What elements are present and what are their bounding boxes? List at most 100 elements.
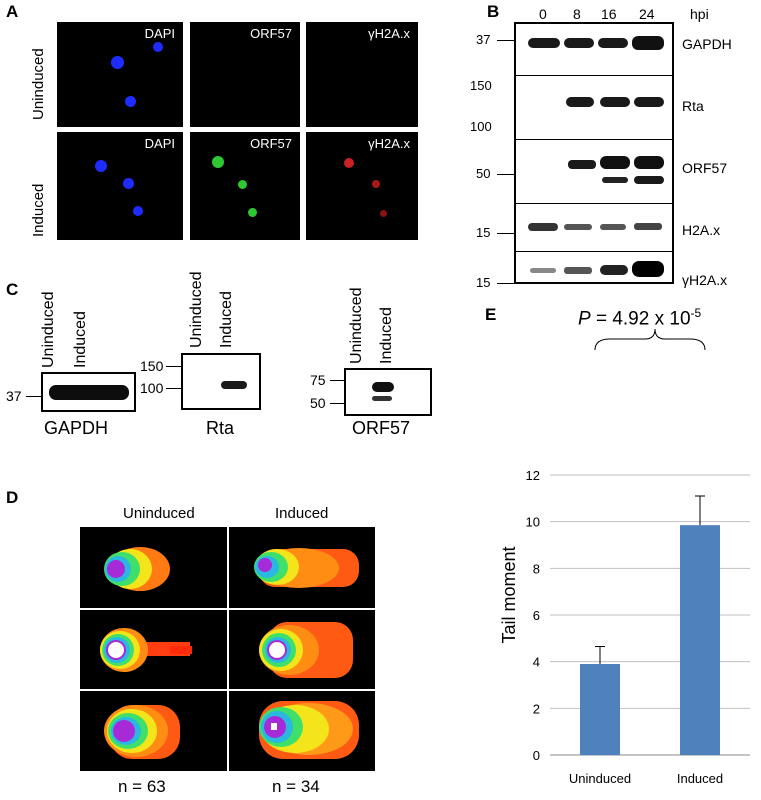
band xyxy=(528,223,558,231)
row-label-uninduced: Uninduced xyxy=(30,48,47,120)
mw-tick xyxy=(497,40,514,41)
mw-marker: 150 xyxy=(470,78,492,93)
mw-tick xyxy=(497,283,514,284)
band xyxy=(564,224,592,230)
hpi-label: hpi xyxy=(690,6,709,22)
x-tick-label: Induced xyxy=(677,771,723,786)
nucleus xyxy=(238,180,247,189)
significance-brace xyxy=(594,328,706,351)
nucleus xyxy=(111,56,124,69)
lane-label: Uninduced xyxy=(188,271,205,349)
p-value-text: = 4.92 x 10 xyxy=(590,308,691,330)
comet-cell xyxy=(80,527,227,608)
mw-tick xyxy=(497,233,514,234)
y-tick-label: 8 xyxy=(533,561,540,576)
band xyxy=(600,224,626,230)
micrograph-induced-orf57: ORF57 xyxy=(190,132,300,240)
nucleus xyxy=(153,42,163,52)
band xyxy=(568,160,596,169)
blot-name-orf57: ORF57 xyxy=(352,418,411,438)
blot-name-rta: Rta xyxy=(206,418,235,438)
divider xyxy=(516,203,672,204)
band xyxy=(372,382,394,392)
mw-marker: 37 xyxy=(6,388,22,404)
bar xyxy=(680,525,720,755)
band xyxy=(632,36,664,50)
y-tick-labels: 0 2 4 6 8 10 12 xyxy=(526,468,540,763)
y-axis-label: Tail moment xyxy=(499,546,519,643)
mw-marker: 50 xyxy=(476,166,491,181)
micrograph-uninduced-h2ax: γH2A.x xyxy=(306,22,418,127)
band xyxy=(564,38,594,48)
timepoint-label: 0 xyxy=(539,6,547,22)
comet-grid xyxy=(80,527,375,771)
band xyxy=(600,156,630,169)
micrograph-induced-dapi: DAPI xyxy=(57,132,183,240)
column-label-uninduced: Uninduced xyxy=(123,505,195,522)
comet-image xyxy=(100,628,192,672)
band xyxy=(634,156,664,169)
band xyxy=(634,223,662,230)
band xyxy=(600,265,628,275)
comet-image xyxy=(254,548,359,588)
channel-label-dapi: DAPI xyxy=(144,136,175,151)
timepoint-label: 8 xyxy=(573,6,581,22)
mw-tick xyxy=(26,396,41,397)
panel-e-label: E xyxy=(485,305,497,324)
panel-d-label: D xyxy=(6,488,19,507)
panel-b-label: B xyxy=(487,2,500,21)
mw-tick xyxy=(330,403,344,404)
divider xyxy=(516,75,672,76)
channel-label-dapi: DAPI xyxy=(144,26,175,41)
blot-name-h2ax: H2A.x xyxy=(682,222,721,238)
lane-label: Induced xyxy=(218,291,235,348)
lane-label: Uninduced xyxy=(40,291,57,369)
mw-marker: 75 xyxy=(310,372,326,388)
nucleus xyxy=(380,210,387,217)
y-tick-label: 0 xyxy=(533,748,540,763)
bar xyxy=(580,664,620,755)
y-tick-label: 6 xyxy=(533,608,540,623)
band xyxy=(566,97,594,107)
nucleus xyxy=(133,206,143,216)
channel-label-h2ax: γH2A.x xyxy=(368,26,410,41)
blot-name-orf57: ORF57 xyxy=(682,160,728,176)
nucleus xyxy=(372,180,380,188)
mw-marker: 37 xyxy=(476,32,491,47)
mw-marker: 100 xyxy=(140,380,164,396)
mw-marker: 15 xyxy=(476,225,491,240)
count-uninduced: n = 63 xyxy=(118,777,166,796)
y-tick-label: 2 xyxy=(533,701,540,716)
nucleus xyxy=(95,160,107,172)
comet-cell xyxy=(229,691,375,771)
micrograph-uninduced-dapi: DAPI xyxy=(57,22,183,127)
comet-image xyxy=(259,701,359,759)
nucleus xyxy=(248,208,257,217)
blot-c-rta xyxy=(181,353,261,410)
column-label-induced: Induced xyxy=(275,505,329,522)
p-value-symbol: P xyxy=(578,308,591,330)
nucleus xyxy=(125,96,136,107)
mw-tick xyxy=(166,366,181,367)
mw-marker: 150 xyxy=(140,358,164,374)
band xyxy=(528,38,560,48)
band xyxy=(600,97,630,107)
nucleus xyxy=(344,158,354,168)
channel-label-orf57: ORF57 xyxy=(250,136,292,151)
comet-cell xyxy=(229,610,375,689)
blot-name-gapdh: GAPDH xyxy=(682,36,732,52)
count-induced: n = 34 xyxy=(272,777,320,796)
y-tick-label: 10 xyxy=(526,515,540,530)
x-tick-labels: Uninduced Induced xyxy=(569,771,723,786)
panel-a-label: A xyxy=(6,2,19,21)
timepoint-label: 16 xyxy=(601,6,617,22)
band xyxy=(564,267,592,274)
blot-c-gapdh xyxy=(41,372,136,412)
band xyxy=(530,268,556,273)
blot-name-gh2ax: γH2A.x xyxy=(682,272,728,288)
divider xyxy=(516,139,672,140)
band xyxy=(602,177,628,183)
comet-image xyxy=(104,705,180,759)
mw-tick xyxy=(330,380,344,381)
x-tick-label: Uninduced xyxy=(569,771,631,786)
